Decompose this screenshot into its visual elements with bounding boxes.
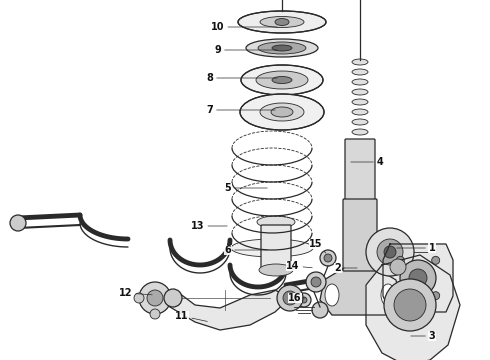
Circle shape <box>301 297 307 303</box>
Ellipse shape <box>271 107 293 117</box>
Polygon shape <box>320 268 400 315</box>
Circle shape <box>384 246 396 258</box>
Text: 12: 12 <box>119 288 152 298</box>
Ellipse shape <box>240 94 324 130</box>
Circle shape <box>10 215 26 231</box>
Ellipse shape <box>381 284 395 306</box>
Ellipse shape <box>238 11 326 33</box>
Text: 10: 10 <box>211 22 277 32</box>
Text: 7: 7 <box>207 105 275 115</box>
Ellipse shape <box>258 42 306 54</box>
Circle shape <box>394 289 426 321</box>
Ellipse shape <box>352 129 368 135</box>
Circle shape <box>147 290 163 306</box>
Text: 11: 11 <box>175 311 207 321</box>
Circle shape <box>366 228 414 276</box>
Ellipse shape <box>352 109 368 115</box>
Circle shape <box>324 254 332 262</box>
Circle shape <box>139 282 171 314</box>
Text: 9: 9 <box>215 45 277 55</box>
Circle shape <box>432 256 440 264</box>
Text: 1: 1 <box>397 243 436 253</box>
Circle shape <box>377 239 403 265</box>
Circle shape <box>384 279 436 331</box>
Ellipse shape <box>231 239 313 257</box>
Ellipse shape <box>352 89 368 95</box>
Circle shape <box>396 292 404 300</box>
Text: 3: 3 <box>411 331 436 341</box>
Circle shape <box>164 289 182 307</box>
Circle shape <box>312 302 328 318</box>
Text: 8: 8 <box>207 73 277 83</box>
Ellipse shape <box>257 216 295 228</box>
Circle shape <box>390 259 406 275</box>
Circle shape <box>396 256 404 264</box>
Ellipse shape <box>325 284 339 306</box>
Text: 4: 4 <box>351 157 383 167</box>
Ellipse shape <box>259 264 293 276</box>
Polygon shape <box>383 244 453 312</box>
Circle shape <box>277 285 303 311</box>
Circle shape <box>409 269 427 287</box>
Ellipse shape <box>352 119 368 125</box>
Ellipse shape <box>256 71 308 89</box>
Ellipse shape <box>275 18 289 26</box>
Circle shape <box>166 293 176 303</box>
Ellipse shape <box>260 103 304 121</box>
FancyBboxPatch shape <box>343 199 377 271</box>
Circle shape <box>297 293 311 307</box>
Ellipse shape <box>246 39 318 57</box>
Ellipse shape <box>352 99 368 105</box>
Circle shape <box>283 291 297 305</box>
Polygon shape <box>366 255 460 360</box>
Ellipse shape <box>352 59 368 65</box>
Text: 2: 2 <box>335 263 357 273</box>
Circle shape <box>150 309 160 319</box>
Text: 13: 13 <box>191 221 227 231</box>
Circle shape <box>306 272 326 292</box>
Text: 16: 16 <box>288 293 305 303</box>
FancyBboxPatch shape <box>345 139 375 201</box>
Text: 6: 6 <box>224 245 267 255</box>
Ellipse shape <box>260 17 304 27</box>
Ellipse shape <box>272 45 292 51</box>
Text: 14: 14 <box>286 261 312 271</box>
Text: 15: 15 <box>309 239 326 253</box>
Circle shape <box>311 277 321 287</box>
FancyBboxPatch shape <box>261 225 291 271</box>
Circle shape <box>400 260 436 296</box>
Ellipse shape <box>272 77 292 84</box>
Circle shape <box>320 250 336 266</box>
Circle shape <box>134 293 144 303</box>
Circle shape <box>432 292 440 300</box>
Text: 5: 5 <box>224 183 267 193</box>
Ellipse shape <box>352 69 368 75</box>
Ellipse shape <box>241 65 323 95</box>
Ellipse shape <box>352 79 368 85</box>
Polygon shape <box>155 290 290 330</box>
